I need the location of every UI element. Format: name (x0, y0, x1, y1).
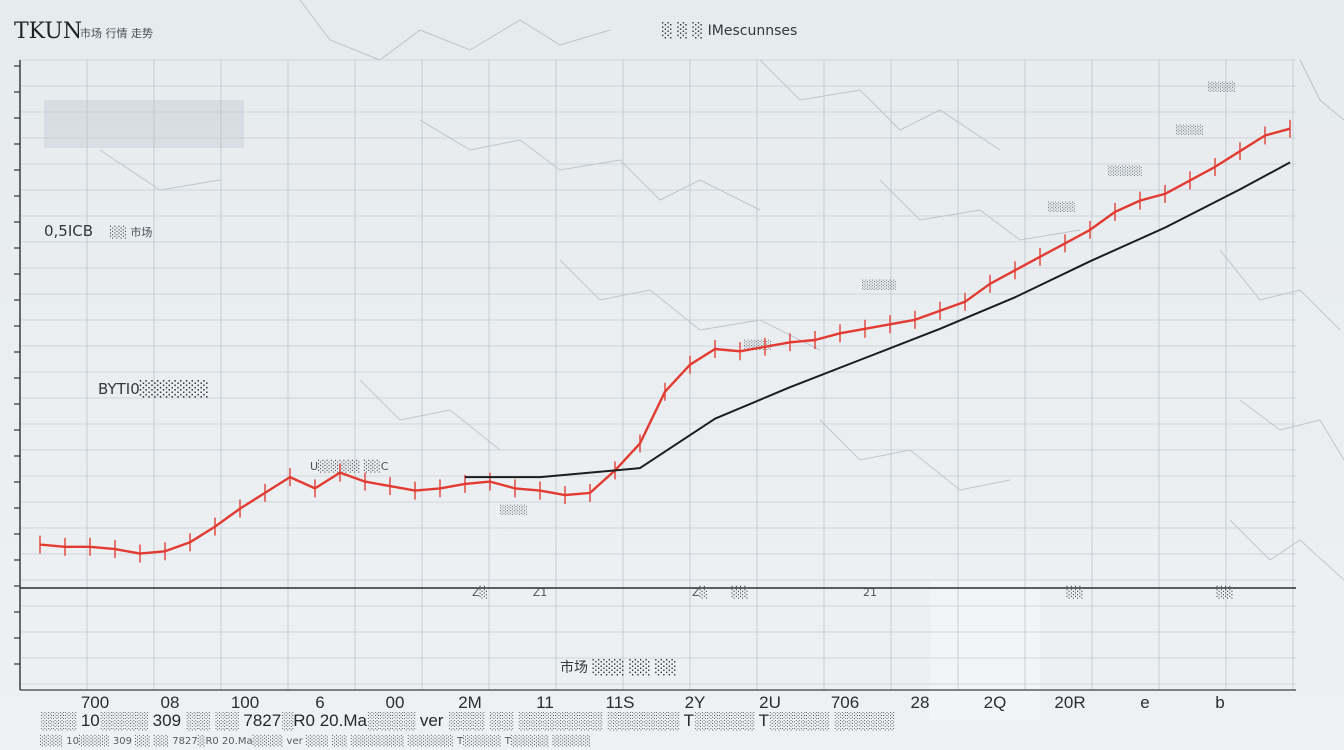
footer-subtext: ░░░ 10░░░░ 309 ░░ ░░ 7827░R0 20.Ma░░░░ v… (40, 734, 591, 747)
x-tick-label: 20R (1054, 693, 1085, 712)
x-tick-label: 2Q (984, 693, 1007, 712)
x-tick-label: 2Y (685, 693, 706, 712)
x-tick-label: 706 (831, 693, 859, 712)
x-tick-label: 28 (911, 693, 930, 712)
tick-labels: 700 08 100 6 00 2M 11 11S 2Y 2U 706 28 2Q 20R e b Z░ Z1 Z░… (81, 586, 1234, 712)
chart-grid (19, 59, 1296, 690)
lower-tick-label: ░░ (1217, 586, 1234, 599)
peak-label: ░░░░ (1208, 81, 1236, 93)
x-tick-label: 2M (458, 693, 482, 712)
x-tick-label: 00 (386, 693, 405, 712)
footer-text: ░░░ 10░░░░ 309 ░░ ░░ 7827░R0 20.Ma░░░░ v… (40, 711, 894, 731)
peak-label: ░░░░ (500, 504, 528, 516)
x-tick-label: e (1140, 693, 1149, 712)
x-tick-label: 100 (231, 693, 259, 712)
x-tick-label: 6 (315, 693, 324, 712)
trend-series-line (465, 161, 1291, 479)
peak-label: ░░░░ (1048, 201, 1076, 213)
series-layer (39, 119, 1291, 563)
lower-tick-label: ░░ (732, 586, 749, 599)
logo-text: TKUN (14, 19, 82, 44)
lower-tick-label: 21 (863, 586, 877, 599)
lower-tick-label: Z░ (472, 586, 488, 599)
x-tick-label: 2U (759, 693, 781, 712)
x-tick-label: 11 (536, 693, 554, 712)
center-note: U░░░░░ ░░C (310, 460, 389, 473)
header-subtitle-center: ░ ░ ░ IMescunnses (662, 21, 797, 39)
x-tick-label: 700 (81, 693, 109, 712)
peak-label: ░░░░░ (862, 279, 897, 291)
y-label-top: 0,5ICB (44, 222, 93, 240)
bottom-mid-label: 市场 ░░░ ░░ ░░ (560, 658, 677, 676)
x-tick-label: b (1215, 693, 1224, 712)
lower-tick-label: ░░ (1067, 586, 1084, 599)
mid-label: BYTI0░░░░░░ (98, 380, 209, 398)
faded-panel (930, 580, 1040, 720)
x-tick-label: 08 (161, 693, 180, 712)
header-subtitle-left: 市场 行情 走势 (80, 26, 153, 40)
peak-label: ░░░░ (1176, 124, 1204, 136)
y-label-top-sub: ░░ 市场 (110, 225, 152, 239)
faded-legend-box (44, 100, 244, 148)
chart-axes (14, 60, 1296, 691)
lower-tick-label: Z1 (533, 586, 548, 599)
x-tick-label: 11S (606, 693, 635, 712)
lower-tick-label: Z░ (692, 586, 708, 599)
peak-label: ░░░░░ (1108, 165, 1143, 177)
